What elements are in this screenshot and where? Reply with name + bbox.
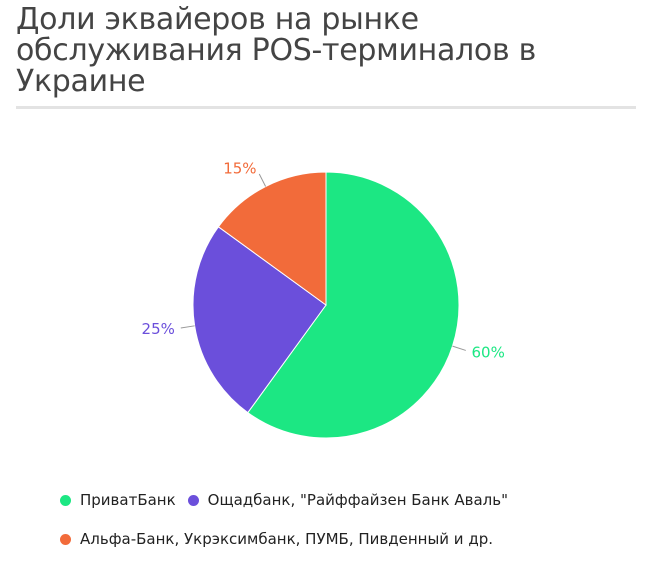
pie-chart: 60% 25% 15% [142,160,505,439]
legend-row-1: ПриватБанк Ощадбанк, "Райффайзен Банк Ав… [60,490,640,510]
leader-line-privatbank [452,345,466,351]
page-title: Доли эквайеров на рынке обслуживания POS… [16,2,536,99]
legend-label-alfabank: Альфа-Банк, Укрэксимбанк, ПУМБ, Пивденны… [80,530,493,548]
title-divider [16,106,636,109]
legend-label-privatbank: ПриватБанк [80,491,176,509]
legend-item-privatbank[interactable]: ПриватБанк [60,491,176,509]
leader-line-oschadbank [180,325,195,329]
legend-row-2: Альфа-Банк, Укрэксимбанк, ПУМБ, Пивденны… [60,529,640,549]
chart-legend: ПриватБанк Ощадбанк, "Райффайзен Банк Ав… [60,490,640,568]
legend-swatch-alfabank [60,533,71,545]
legend-item-alfabank[interactable]: Альфа-Банк, Укрэксимбанк, ПУМБ, Пивденны… [60,530,493,548]
legend-item-oschadbank[interactable]: Ощадбанк, "Райффайзен Банк Аваль" [187,491,509,509]
leader-line-alfabank [258,173,267,187]
data-label-alfabank: 15% [223,160,256,178]
legend-label-oschadbank: Ощадбанк, "Райффайзен Банк Аваль" [207,491,509,509]
legend-swatch-oschadbank [187,494,199,506]
pie-slice-privatbank[interactable] [247,171,460,439]
data-label-privatbank: 60% [472,343,505,361]
legend-swatch-privatbank [60,494,71,506]
data-label-oschadbank: 25% [142,320,175,338]
